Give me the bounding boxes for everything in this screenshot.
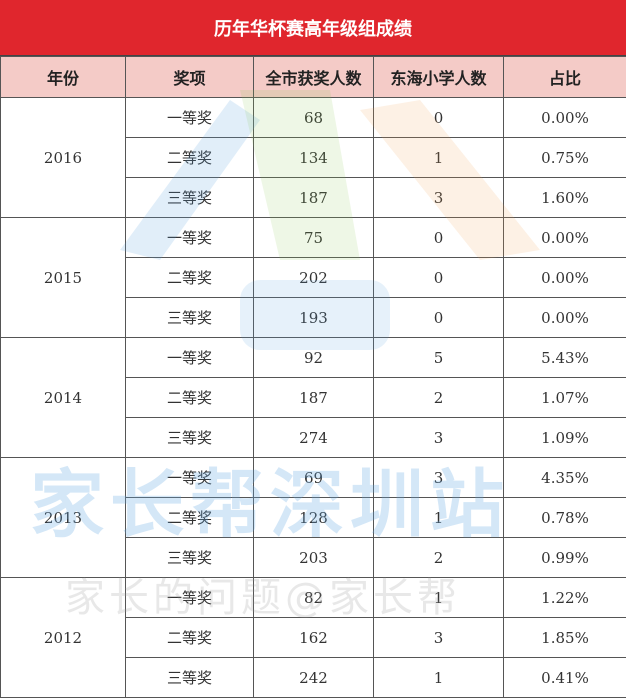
ratio-cell: 0.78% — [504, 498, 626, 538]
year-cell: 2016 — [1, 98, 126, 218]
school-count-cell: 1 — [374, 578, 504, 618]
city-count-cell: 82 — [254, 578, 374, 618]
award-cell: 二等奖 — [126, 378, 254, 418]
ratio-cell: 0.00% — [504, 258, 626, 298]
award-cell: 一等奖 — [126, 338, 254, 378]
school-count-cell: 3 — [374, 418, 504, 458]
award-cell: 三等奖 — [126, 418, 254, 458]
header-row: 年份奖项全市获奖人数东海小学人数占比 — [1, 57, 626, 98]
city-count-cell: 242 — [254, 658, 374, 698]
city-count-cell: 162 — [254, 618, 374, 658]
city-count-cell: 69 — [254, 458, 374, 498]
school-count-cell: 2 — [374, 378, 504, 418]
header-cell: 全市获奖人数 — [254, 57, 374, 98]
ratio-cell: 1.85% — [504, 618, 626, 658]
ratio-cell: 1.09% — [504, 418, 626, 458]
city-count-cell: 187 — [254, 178, 374, 218]
table-title: 历年华杯赛高年级组成绩 — [0, 0, 626, 56]
school-count-cell: 1 — [374, 498, 504, 538]
school-count-cell: 0 — [374, 98, 504, 138]
school-count-cell: 3 — [374, 178, 504, 218]
city-count-cell: 128 — [254, 498, 374, 538]
school-count-cell: 1 — [374, 658, 504, 698]
city-count-cell: 187 — [254, 378, 374, 418]
award-cell: 二等奖 — [126, 618, 254, 658]
city-count-cell: 134 — [254, 138, 374, 178]
ratio-cell: 1.07% — [504, 378, 626, 418]
school-count-cell: 1 — [374, 138, 504, 178]
award-cell: 二等奖 — [126, 258, 254, 298]
award-cell: 一等奖 — [126, 458, 254, 498]
award-cell: 三等奖 — [126, 538, 254, 578]
ratio-cell: 5.43% — [504, 338, 626, 378]
award-cell: 三等奖 — [126, 178, 254, 218]
header-cell: 奖项 — [126, 57, 254, 98]
award-cell: 一等奖 — [126, 218, 254, 258]
ratio-cell: 0.00% — [504, 98, 626, 138]
ratio-cell: 0.41% — [504, 658, 626, 698]
city-count-cell: 92 — [254, 338, 374, 378]
school-count-cell: 0 — [374, 298, 504, 338]
school-count-cell: 3 — [374, 458, 504, 498]
ratio-cell: 0.00% — [504, 298, 626, 338]
header-cell: 占比 — [504, 57, 626, 98]
school-count-cell: 5 — [374, 338, 504, 378]
award-cell: 三等奖 — [126, 298, 254, 338]
year-cell: 2013 — [1, 458, 126, 578]
ratio-cell: 0.99% — [504, 538, 626, 578]
award-cell: 三等奖 — [126, 658, 254, 698]
city-count-cell: 202 — [254, 258, 374, 298]
year-cell: 2014 — [1, 338, 126, 458]
header-cell: 东海小学人数 — [374, 57, 504, 98]
school-count-cell: 2 — [374, 538, 504, 578]
award-cell: 一等奖 — [126, 98, 254, 138]
header-cell: 年份 — [1, 57, 126, 98]
city-count-cell: 203 — [254, 538, 374, 578]
city-count-cell: 274 — [254, 418, 374, 458]
city-count-cell: 68 — [254, 98, 374, 138]
school-count-cell: 0 — [374, 258, 504, 298]
award-cell: 二等奖 — [126, 138, 254, 178]
year-cell: 2012 — [1, 578, 126, 698]
ratio-cell: 4.35% — [504, 458, 626, 498]
award-cell: 二等奖 — [126, 498, 254, 538]
award-cell: 一等奖 — [126, 578, 254, 618]
school-count-cell: 3 — [374, 618, 504, 658]
ratio-cell: 1.60% — [504, 178, 626, 218]
ratio-cell: 0.75% — [504, 138, 626, 178]
ratio-cell: 1.22% — [504, 578, 626, 618]
ratio-cell: 0.00% — [504, 218, 626, 258]
year-cell: 2015 — [1, 218, 126, 338]
school-count-cell: 0 — [374, 218, 504, 258]
city-count-cell: 75 — [254, 218, 374, 258]
city-count-cell: 193 — [254, 298, 374, 338]
